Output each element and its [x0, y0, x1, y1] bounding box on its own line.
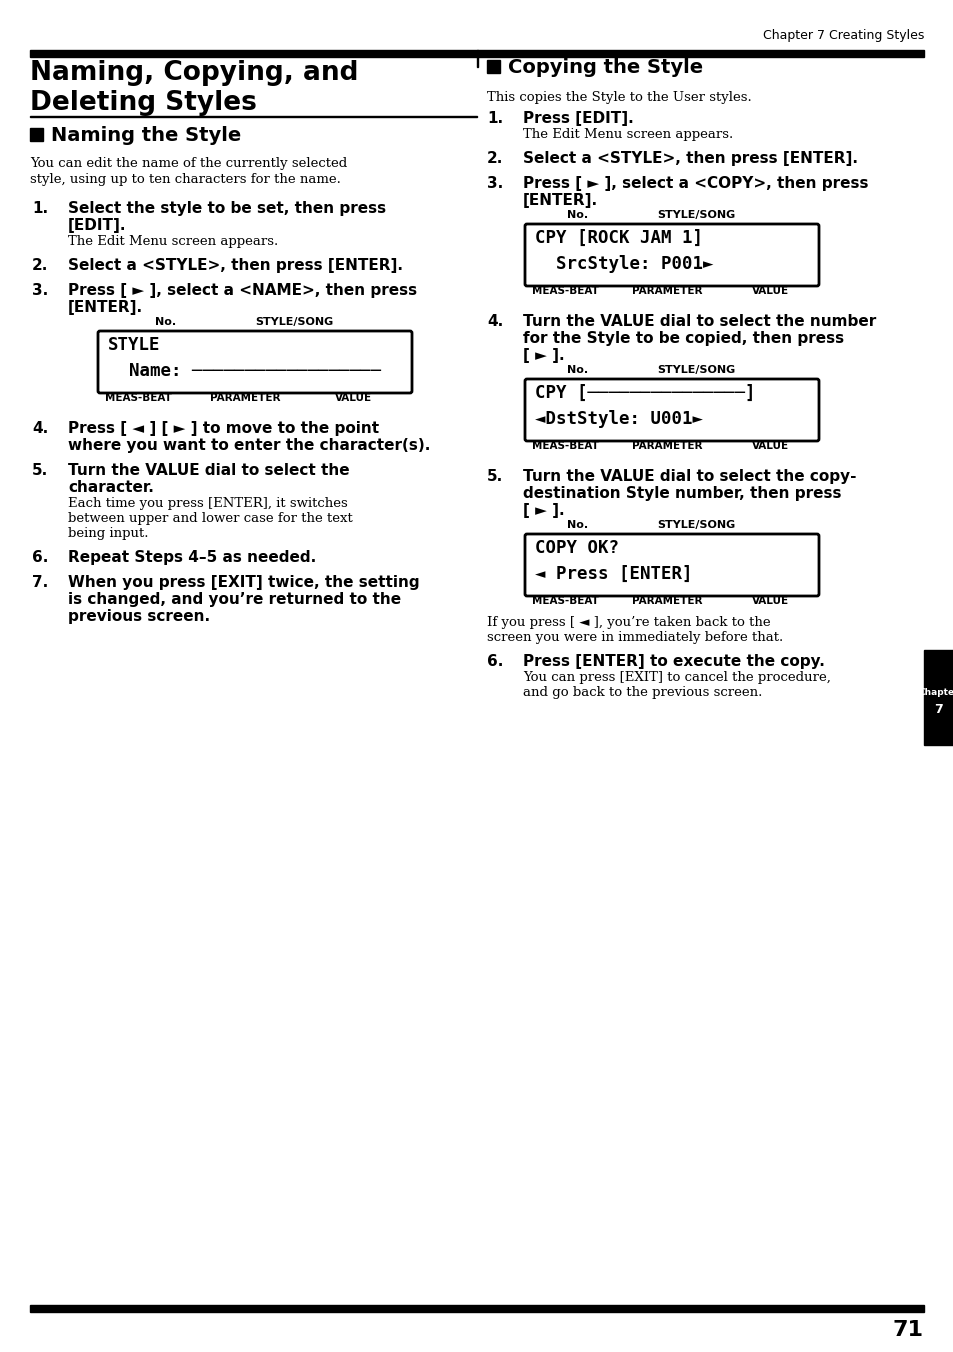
- Text: 6.: 6.: [486, 654, 503, 669]
- Text: is changed, and you’re returned to the: is changed, and you’re returned to the: [68, 592, 400, 607]
- Text: SrcStyle: P001►: SrcStyle: P001►: [535, 256, 713, 273]
- Text: Naming the Style: Naming the Style: [51, 126, 241, 145]
- Bar: [30, 128, 43, 141]
- Text: Press [ ◄ ] [ ► ] to move to the point: Press [ ◄ ] [ ► ] to move to the point: [68, 420, 378, 435]
- Text: 2.: 2.: [486, 151, 503, 166]
- Text: MEAS-BEAT: MEAS-BEAT: [105, 393, 172, 403]
- Text: 3.: 3.: [32, 283, 49, 297]
- Text: Name: ──────────────────: Name: ──────────────────: [108, 362, 380, 380]
- Text: No.: No.: [154, 316, 176, 327]
- Text: 7: 7: [934, 703, 943, 717]
- Text: MEAS-BEAT: MEAS-BEAT: [532, 596, 598, 606]
- Text: MEAS-BEAT: MEAS-BEAT: [532, 287, 598, 296]
- Text: Select a <STYLE>, then press [ENTER].: Select a <STYLE>, then press [ENTER].: [68, 258, 402, 273]
- Text: Select the style to be set, then press: Select the style to be set, then press: [68, 201, 386, 216]
- Text: VALUE: VALUE: [751, 596, 788, 606]
- Text: 1.: 1.: [32, 201, 48, 216]
- Text: STYLE: STYLE: [108, 337, 160, 354]
- Text: Turn the VALUE dial to select the: Turn the VALUE dial to select the: [68, 462, 349, 479]
- Text: 4.: 4.: [32, 420, 49, 435]
- Text: Turn the VALUE dial to select the number: Turn the VALUE dial to select the number: [522, 314, 876, 329]
- Bar: [476, 50, 478, 68]
- Text: STYLE/SONG: STYLE/SONG: [657, 210, 735, 220]
- Text: 3.: 3.: [486, 176, 503, 191]
- Text: Chapter: Chapter: [918, 688, 953, 698]
- Text: Press [ ► ], select a <COPY>, then press: Press [ ► ], select a <COPY>, then press: [522, 176, 867, 191]
- Text: and go back to the previous screen.: and go back to the previous screen.: [522, 685, 761, 699]
- Text: ◄DstStyle: U001►: ◄DstStyle: U001►: [535, 410, 702, 429]
- Text: Chapter 7 Creating Styles: Chapter 7 Creating Styles: [761, 28, 923, 42]
- Bar: [30, 115, 476, 118]
- Text: VALUE: VALUE: [751, 287, 788, 296]
- Text: [ ► ].: [ ► ].: [522, 347, 564, 362]
- Text: Each time you press [ENTER], it switches: Each time you press [ENTER], it switches: [68, 498, 348, 510]
- Text: PARAMETER: PARAMETER: [631, 441, 701, 452]
- Text: STYLE/SONG: STYLE/SONG: [657, 365, 735, 375]
- Text: 2.: 2.: [32, 258, 49, 273]
- Text: Naming, Copying, and: Naming, Copying, and: [30, 59, 358, 87]
- Text: The Edit Menu screen appears.: The Edit Menu screen appears.: [522, 128, 733, 141]
- Text: 1.: 1.: [486, 111, 502, 126]
- Text: character.: character.: [68, 480, 153, 495]
- Text: PARAMETER: PARAMETER: [631, 596, 701, 606]
- Text: 4.: 4.: [486, 314, 503, 329]
- Text: The Edit Menu screen appears.: The Edit Menu screen appears.: [68, 235, 278, 247]
- Text: STYLE/SONG: STYLE/SONG: [657, 521, 735, 530]
- Text: COPY OK?: COPY OK?: [535, 539, 618, 557]
- FancyBboxPatch shape: [524, 379, 818, 441]
- Text: MEAS-BEAT: MEAS-BEAT: [532, 441, 598, 452]
- Text: PARAMETER: PARAMETER: [210, 393, 280, 403]
- Text: Press [EDIT].: Press [EDIT].: [522, 111, 633, 126]
- Text: If you press [ ◄ ], you’re taken back to the: If you press [ ◄ ], you’re taken back to…: [486, 617, 770, 629]
- Text: Copying the Style: Copying the Style: [507, 58, 702, 77]
- Text: When you press [EXIT] twice, the setting: When you press [EXIT] twice, the setting: [68, 575, 419, 589]
- Text: STYLE/SONG: STYLE/SONG: [254, 316, 333, 327]
- Bar: [30, 50, 923, 57]
- Text: CPY [───────────────]: CPY [───────────────]: [535, 384, 755, 402]
- Text: destination Style number, then press: destination Style number, then press: [522, 485, 841, 502]
- Text: You can edit the name of the currently selected: You can edit the name of the currently s…: [30, 157, 347, 170]
- Text: No.: No.: [566, 365, 587, 375]
- Text: Select a <STYLE>, then press [ENTER].: Select a <STYLE>, then press [ENTER].: [522, 151, 857, 166]
- Bar: [486, 59, 499, 73]
- Text: where you want to enter the character(s).: where you want to enter the character(s)…: [68, 438, 430, 453]
- Text: for the Style to be copied, then press: for the Style to be copied, then press: [522, 331, 843, 346]
- Text: Repeat Steps 4–5 as needed.: Repeat Steps 4–5 as needed.: [68, 550, 315, 565]
- Text: style, using up to ten characters for the name.: style, using up to ten characters for th…: [30, 173, 340, 187]
- Text: 6.: 6.: [32, 550, 49, 565]
- Text: PARAMETER: PARAMETER: [631, 287, 701, 296]
- Text: screen you were in immediately before that.: screen you were in immediately before th…: [486, 631, 782, 644]
- Text: 5.: 5.: [32, 462, 49, 479]
- Text: [ENTER].: [ENTER].: [522, 193, 598, 208]
- Text: No.: No.: [566, 210, 587, 220]
- Text: Deleting Styles: Deleting Styles: [30, 91, 256, 116]
- Text: No.: No.: [566, 521, 587, 530]
- Text: VALUE: VALUE: [751, 441, 788, 452]
- Text: being input.: being input.: [68, 527, 149, 539]
- Text: Turn the VALUE dial to select the copy-: Turn the VALUE dial to select the copy-: [522, 469, 856, 484]
- Text: CPY [ROCK JAM 1]: CPY [ROCK JAM 1]: [535, 228, 702, 247]
- Text: Press [ ► ], select a <NAME>, then press: Press [ ► ], select a <NAME>, then press: [68, 283, 416, 297]
- Text: between upper and lower case for the text: between upper and lower case for the tex…: [68, 512, 353, 525]
- Text: You can press [EXIT] to cancel the procedure,: You can press [EXIT] to cancel the proce…: [522, 671, 830, 684]
- Text: Press [ENTER] to execute the copy.: Press [ENTER] to execute the copy.: [522, 654, 824, 669]
- Bar: [923, 650, 953, 745]
- FancyBboxPatch shape: [524, 534, 818, 596]
- Text: previous screen.: previous screen.: [68, 608, 210, 625]
- Text: [ENTER].: [ENTER].: [68, 300, 143, 315]
- Text: ◄ Press [ENTER]: ◄ Press [ENTER]: [535, 565, 692, 583]
- Bar: [30, 1305, 923, 1311]
- FancyBboxPatch shape: [524, 224, 818, 287]
- Text: 7.: 7.: [32, 575, 49, 589]
- Text: VALUE: VALUE: [335, 393, 372, 403]
- Text: This copies the Style to the User styles.: This copies the Style to the User styles…: [486, 91, 751, 104]
- Text: [EDIT].: [EDIT].: [68, 218, 127, 233]
- FancyBboxPatch shape: [98, 331, 412, 393]
- Text: [ ► ].: [ ► ].: [522, 503, 564, 518]
- Text: 71: 71: [892, 1320, 923, 1340]
- Text: 5.: 5.: [486, 469, 503, 484]
